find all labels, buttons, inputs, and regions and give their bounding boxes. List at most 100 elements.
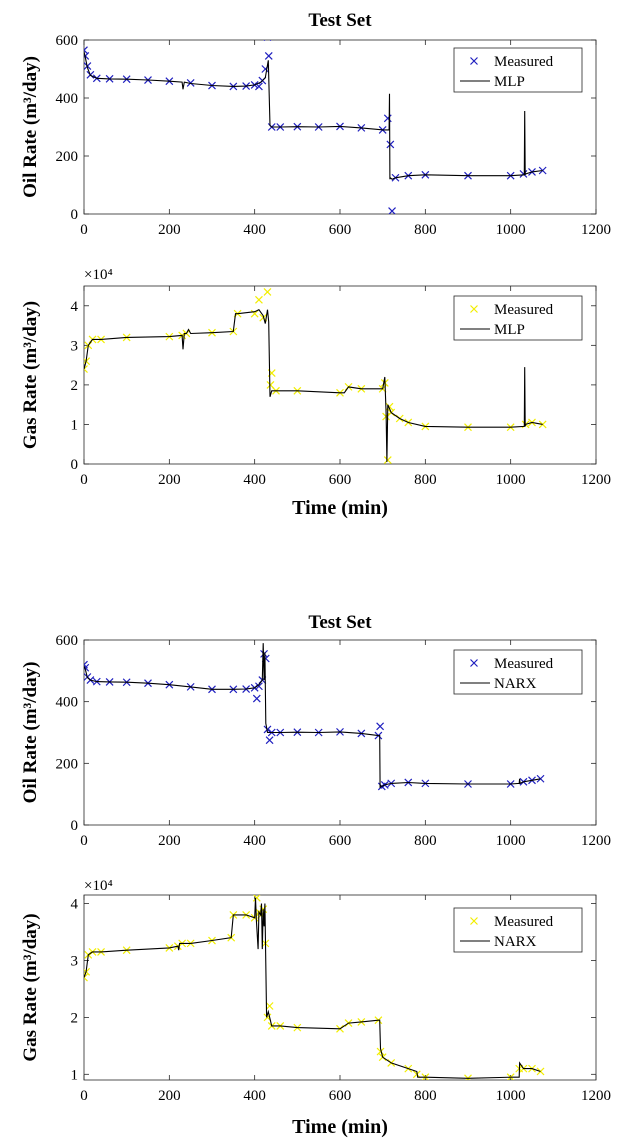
- data-point-marker: [376, 722, 385, 731]
- y-exponent-label: ×10⁴: [84, 878, 113, 894]
- x-tick-label: 0: [80, 833, 88, 849]
- legend-box: [453, 649, 583, 695]
- y-tick-label: 0: [71, 818, 79, 834]
- data-point-marker: [84, 46, 88, 55]
- y-tick-label: 0: [71, 207, 79, 223]
- x-tick-label: 1000: [496, 222, 526, 238]
- chart-title: Test Set: [308, 612, 372, 633]
- legend-label: Measured: [494, 656, 554, 672]
- data-point-marker: [250, 309, 259, 318]
- y-tick-label: 600: [56, 633, 79, 649]
- legend-box: [453, 295, 583, 341]
- data-point-marker: [376, 1047, 385, 1056]
- data-point-marker: [255, 295, 263, 304]
- y-axis-label: Gas Rate (m³/day): [20, 301, 41, 449]
- y-tick-label: 2: [71, 378, 79, 394]
- y-tick-label: 400: [56, 695, 79, 711]
- x-tick-label: 400: [243, 222, 266, 238]
- data-point-marker: [383, 114, 392, 123]
- y-axis-label: Oil Rate (m³/day): [20, 56, 41, 198]
- data-point-marker: [536, 774, 545, 783]
- x-tick-label: 1000: [496, 472, 526, 488]
- chart-panel-3: 0 200 400 600 800 1000 1200 0 200 400 600 Test Set O…: [20, 612, 611, 849]
- y-tick-label: 2: [71, 1010, 79, 1026]
- x-tick-label: 1200: [581, 833, 611, 849]
- x-tick-label: 800: [414, 222, 437, 238]
- x-tick-label: 800: [414, 472, 437, 488]
- legend-label: MLP: [494, 322, 525, 338]
- data-point-marker: [388, 207, 396, 214]
- legend-marker-x: [470, 305, 478, 313]
- x-tick-label: 1200: [581, 222, 611, 238]
- data-point-marker: [519, 170, 528, 178]
- chart-panel-2: 0 200 400 600 800 1000 1200 0 1 2 3 4 ×10⁴ Time (min)…: [20, 267, 611, 519]
- x-tick-label: 600: [329, 222, 352, 238]
- legend-label: NARX: [494, 934, 537, 950]
- plot-area: [84, 895, 545, 1080]
- data-point-marker: [252, 895, 261, 902]
- plot-area: [84, 643, 545, 791]
- legend-label: Measured: [494, 54, 554, 70]
- legend: Measured MLP: [453, 295, 583, 341]
- data-point-marker: [265, 1002, 274, 1010]
- legend-marker-x: [470, 917, 478, 925]
- x-tick-label: 600: [329, 1088, 352, 1104]
- data-point-marker: [383, 456, 392, 464]
- x-tick-label: 200: [158, 1088, 181, 1104]
- x-axis-label: Time (min): [292, 1116, 388, 1138]
- data-point-marker: [261, 65, 270, 73]
- y-tick-label: 0: [71, 457, 79, 473]
- data-point-marker: [252, 694, 261, 703]
- chart-title: Test Set: [308, 10, 372, 31]
- y-tick-label: 1: [71, 1067, 79, 1083]
- x-tick-label: 600: [329, 472, 352, 488]
- legend-box: [453, 47, 583, 93]
- y-axis-label: Oil Rate (m³/day): [20, 662, 41, 804]
- y-exponent-label: ×10⁴: [84, 267, 113, 283]
- y-tick-label: 600: [56, 33, 79, 49]
- data-point-marker: [265, 736, 274, 745]
- y-tick-label: 200: [56, 149, 79, 165]
- data-point-marker: [536, 1067, 545, 1076]
- x-tick-label: 800: [414, 833, 437, 849]
- series-narx-line: [84, 897, 541, 1079]
- legend-marker-x: [470, 659, 478, 667]
- legend-box: [453, 907, 583, 953]
- chart-panel-1: 0 200 400 600 800 1000 1200 0 200 400 600 Test Set O…: [20, 10, 611, 238]
- series-mlp-line: [84, 309, 543, 463]
- data-point-marker: [386, 140, 395, 149]
- data-point-marker: [84, 365, 88, 373]
- legend-marker-x: [470, 57, 478, 65]
- x-tick-label: 0: [80, 1088, 88, 1104]
- x-tick-label: 1200: [581, 472, 611, 488]
- x-tick-label: 400: [243, 1088, 266, 1104]
- series-mlp-line: [84, 51, 543, 180]
- data-point-marker: [84, 973, 88, 982]
- series-narx-line: [84, 643, 541, 789]
- legend-label: Measured: [494, 302, 554, 318]
- data-point-marker: [84, 663, 90, 672]
- data-point-marker: [186, 78, 195, 87]
- legend: Measured MLP: [453, 47, 583, 93]
- data-point-marker: [263, 40, 272, 42]
- y-tick-label: 4: [71, 299, 79, 315]
- plot-area: [84, 40, 547, 214]
- legend-label: Measured: [494, 914, 554, 930]
- y-tick-label: 200: [56, 756, 79, 772]
- x-axis-label: Time (min): [292, 497, 388, 519]
- x-tick-label: 1000: [496, 1088, 526, 1104]
- x-tick-label: 400: [243, 472, 266, 488]
- x-tick-label: 200: [158, 472, 181, 488]
- x-tick-label: 0: [80, 472, 88, 488]
- data-point-marker: [255, 682, 263, 691]
- data-point-marker: [263, 288, 272, 296]
- x-tick-label: 400: [243, 833, 266, 849]
- data-point-marker: [260, 649, 268, 658]
- legend-label: NARX: [494, 676, 537, 692]
- y-tick-label: 3: [71, 338, 79, 354]
- legend: Measured NARX: [453, 649, 583, 695]
- x-tick-label: 1200: [581, 1088, 611, 1104]
- x-tick-label: 0: [80, 222, 88, 238]
- chart-panel-4: 0 200 400 600 800 1000 1200 1 2 3 4 ×10⁴ Time (min) G…: [20, 878, 611, 1138]
